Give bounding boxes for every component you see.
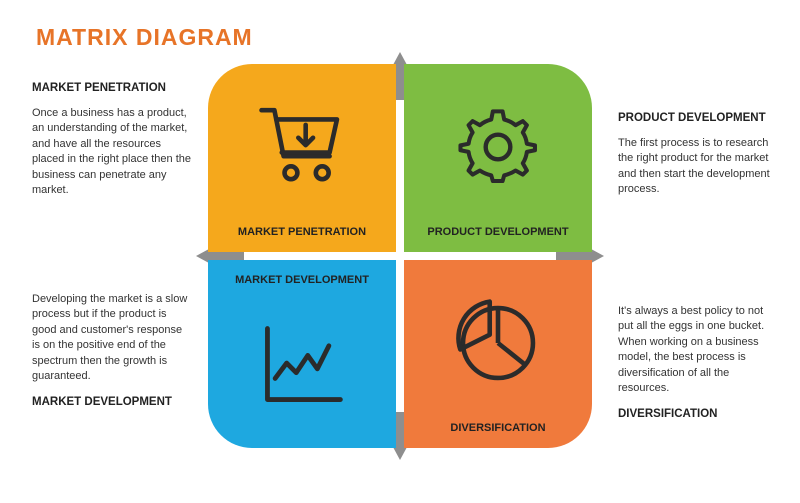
page-title: MATRIX DIAGRAM <box>36 24 253 51</box>
quad-diversification: DIVERSIFICATION <box>404 260 592 448</box>
cart-icon <box>252 97 352 197</box>
chart-line-icon <box>252 315 352 415</box>
quad-market-penetration: MARKET PENETRATION <box>208 64 396 252</box>
body-tr: The first process is to research the rig… <box>618 136 778 198</box>
text-block-tr: PRODUCT DEVELOPMENT The first process is… <box>618 110 778 198</box>
quad-label-bl: MARKET DEVELOPMENT <box>208 274 396 286</box>
matrix: MARKET PENETRATION PRODUCT DEVELOPMENT M… <box>206 62 594 450</box>
body-br: It's always a best policy to not put all… <box>618 304 778 396</box>
heading-tl: MARKET PENETRATION <box>32 80 192 96</box>
pie-chart-icon <box>448 293 548 393</box>
gear-icon <box>448 97 548 197</box>
quad-product-development: PRODUCT DEVELOPMENT <box>404 64 592 252</box>
heading-bl: MARKET DEVELOPMENT <box>32 394 192 410</box>
quad-market-development: MARKET DEVELOPMENT <box>208 260 396 448</box>
quad-label-tr: PRODUCT DEVELOPMENT <box>404 226 592 238</box>
body-bl: Developing the market is a slow process … <box>32 292 192 384</box>
body-tl: Once a business has a product, an unders… <box>32 106 192 198</box>
text-block-tl: MARKET PENETRATION Once a business has a… <box>32 80 192 198</box>
text-block-bl: Developing the market is a slow process … <box>32 292 192 410</box>
quad-label-br: DIVERSIFICATION <box>404 422 592 434</box>
text-block-br: It's always a best policy to not put all… <box>618 304 778 422</box>
heading-br: DIVERSIFICATION <box>618 406 778 422</box>
quad-label-tl: MARKET PENETRATION <box>208 226 396 238</box>
heading-tr: PRODUCT DEVELOPMENT <box>618 110 778 126</box>
